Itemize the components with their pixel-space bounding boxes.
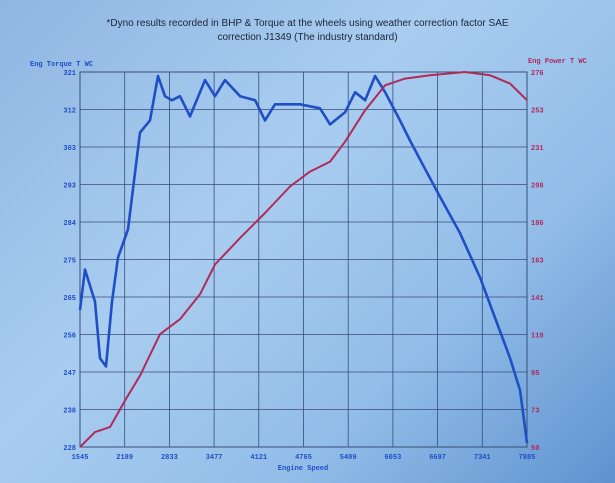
right-tick-label: 186: [531, 220, 544, 228]
right-tick-label: 141: [531, 295, 544, 303]
x-tick-label: 3477: [206, 454, 223, 462]
x-axis-label: Engine Speed: [278, 465, 328, 473]
left-tick-label: 247: [63, 370, 76, 378]
right-tick-label: 73: [531, 408, 539, 416]
x-tick-label: 4121: [250, 454, 267, 462]
right-tick-label: 253: [531, 108, 544, 116]
left-tick-label: 284: [63, 220, 76, 228]
x-tick-label: 1545: [72, 454, 89, 462]
left-tick-label: 312: [63, 108, 76, 116]
x-tick-label: 5409: [340, 454, 357, 462]
left-tick-label: 238: [63, 408, 76, 416]
left-tick-label: 228: [63, 445, 76, 453]
x-tick-label: 6053: [384, 454, 401, 462]
left-axis-label: Eng Torque T WC: [30, 61, 93, 69]
right-axis-label: Eng Power T WC: [528, 58, 587, 66]
right-tick-label: 163: [531, 258, 544, 266]
chart-subtitle: correction J1349 (The industry standard): [217, 32, 398, 43]
chart-title: *Dyno results recorded in BHP & Torque a…: [106, 18, 509, 29]
x-tick-label: 6697: [429, 454, 446, 462]
right-tick-label: 231: [531, 145, 544, 153]
left-tick-label: 265: [63, 295, 76, 303]
right-tick-label: 118: [531, 333, 544, 341]
right-tick-label: 208: [531, 183, 544, 191]
torque-line: [78, 74, 529, 444]
power-line: [79, 71, 528, 448]
left-tick-label: 321: [63, 70, 76, 78]
left-tick-label: 293: [63, 183, 76, 191]
x-tick-label: 7341: [474, 454, 491, 462]
x-tick-label: 2833: [161, 454, 178, 462]
x-tick-label: 2189: [116, 454, 133, 462]
left-tick-label: 303: [63, 145, 76, 153]
right-tick-label: 276: [531, 70, 544, 78]
right-tick-label: 50: [531, 445, 539, 453]
left-tick-label: 256: [63, 333, 76, 341]
x-tick-label: 4765: [295, 454, 312, 462]
left-tick-label: 275: [63, 258, 76, 266]
right-tick-label: 95: [531, 370, 539, 378]
x-tick-label: 7985: [519, 454, 536, 462]
